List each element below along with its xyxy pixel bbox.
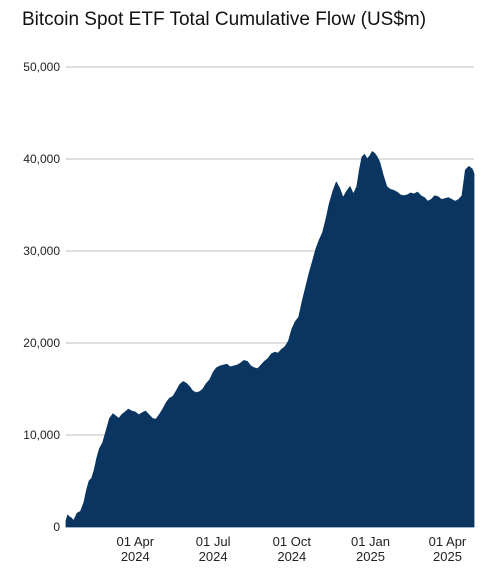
y-tick-label: 20,000 — [23, 336, 60, 350]
y-tick-label: 10,000 — [23, 428, 60, 442]
y-tick-label: 40,000 — [23, 152, 60, 166]
x-tick-label: 01 Apr 2025 — [429, 534, 467, 564]
y-tick-label: 30,000 — [23, 244, 60, 258]
y-tick-label: 0 — [53, 520, 60, 534]
x-tick-label: 01 Jul 2024 — [196, 534, 231, 564]
chart-title: Bitcoin Spot ETF Total Cumulative Flow (… — [22, 9, 427, 30]
x-tick-label: 01 Jan 2025 — [351, 534, 390, 564]
plot-area — [65, 151, 475, 528]
x-tick-label: 01 Oct 2024 — [273, 534, 312, 564]
y-tick-label: 50,000 — [23, 60, 60, 74]
x-tick-label: 01 Apr 2024 — [116, 534, 154, 564]
x-axis-ticks: 01 Apr 2024 01 Jul 2024 01 Oct 2024 01 Jan 2025… — [116, 534, 466, 564]
cumulative-flow-area — [65, 151, 475, 528]
y-axis-ticks: 0 10,000 20,000 30,000 40,000 50,000 — [23, 60, 60, 534]
